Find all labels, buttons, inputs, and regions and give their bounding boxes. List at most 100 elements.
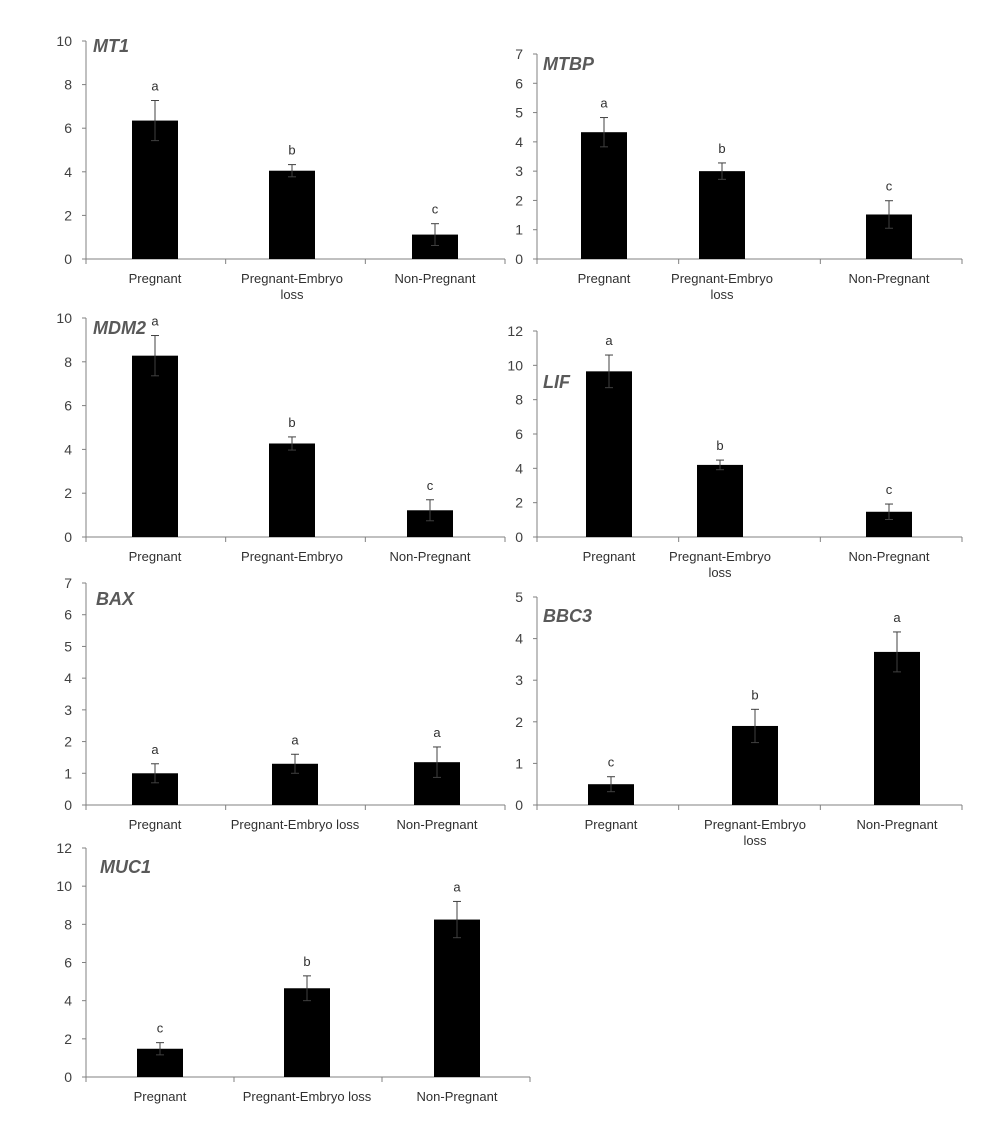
y-tick-label: 1 (515, 222, 523, 238)
category-label: Pregnant (578, 271, 631, 286)
y-tick-label: 4 (64, 441, 72, 457)
y-tick-label: 0 (64, 529, 72, 545)
significance-letter: a (605, 333, 613, 348)
category-label: Pregnant (129, 271, 182, 286)
category-label: Pregnant-Embryo loss (241, 271, 343, 302)
y-tick-label: 2 (64, 485, 72, 501)
bar (284, 988, 330, 1077)
chart-panel-mtbp: 0 1 2 3 4 5 6 7 a Pregnant b Pregnant-Embryo loss c No… (515, 46, 963, 302)
category-label: Non-Pregnant (395, 271, 476, 286)
significance-letter: a (151, 314, 159, 329)
significance-letter: b (716, 438, 723, 453)
y-tick-label: 8 (64, 77, 72, 93)
chart-panel-mdm2: 0 2 4 6 8 10 a Pregnant b Pregnant-Embryo c Non-Pre… (56, 310, 506, 564)
bar (269, 170, 315, 259)
y-tick-label: 6 (515, 75, 523, 91)
bar (586, 371, 632, 537)
chart-panel-bax: 0 1 2 3 4 5 6 7 a Pregnant a Pregnant-Embryo loss a N… (64, 575, 506, 832)
y-tick-label: 5 (515, 589, 523, 605)
chart-panel-bbc3: 0 1 2 3 4 5 c Pregnant b Pregnant-Embryo loss a Non-… (515, 589, 963, 848)
y-tick-label: 10 (507, 357, 523, 373)
y-tick-label: 4 (64, 670, 72, 686)
y-tick-label: 8 (64, 354, 72, 370)
bar (269, 443, 315, 537)
category-label: Non-Pregnant (857, 817, 938, 832)
bar (581, 132, 627, 259)
category-label: Non-Pregnant (417, 1089, 498, 1104)
y-tick-label: 3 (515, 163, 523, 179)
bar (699, 171, 745, 259)
y-tick-label: 0 (64, 797, 72, 813)
y-tick-label: 1 (64, 765, 72, 781)
y-tick-label: 4 (515, 460, 523, 476)
bar (132, 120, 178, 259)
chart-title: LIF (543, 372, 571, 392)
y-tick-label: 6 (64, 120, 72, 136)
significance-letter: b (303, 954, 310, 969)
significance-letter: a (151, 79, 159, 94)
category-label: Pregnant (129, 549, 182, 564)
y-tick-label: 7 (515, 46, 523, 62)
category-label: Pregnant-Embryo loss (669, 549, 771, 580)
chart-title: MTBP (543, 54, 595, 74)
category-label: Pregnant-Embryo loss (243, 1089, 372, 1104)
significance-letter: b (751, 687, 758, 702)
y-tick-label: 0 (515, 529, 523, 545)
y-tick-label: 8 (515, 392, 523, 408)
chart-title: BBC3 (543, 606, 592, 626)
y-tick-label: 7 (64, 575, 72, 591)
y-tick-label: 2 (515, 192, 523, 208)
y-tick-label: 4 (515, 631, 523, 647)
y-tick-label: 12 (507, 323, 523, 339)
significance-letter: a (151, 742, 159, 757)
y-tick-label: 3 (515, 672, 523, 688)
significance-letter: c (886, 179, 893, 194)
category-label: Pregnant (583, 549, 636, 564)
y-tick-label: 1 (515, 755, 523, 771)
y-tick-label: 6 (515, 426, 523, 442)
significance-letter: a (600, 96, 608, 111)
significance-letter: c (886, 482, 893, 497)
significance-letter: b (288, 143, 295, 158)
category-label: Pregnant-Embryo (241, 549, 343, 564)
y-tick-label: 6 (64, 955, 72, 971)
y-tick-label: 6 (64, 398, 72, 414)
chart-panel-lif: 0 2 4 6 8 10 12 a Pregnant b Pregnant-Embryo loss c N… (507, 323, 963, 580)
chart-title: MDM2 (93, 318, 146, 338)
y-tick-label: 8 (64, 916, 72, 932)
chart-panel-mt1: 0 2 4 6 8 10 a Pregnant b Pregnant-Embryo loss c Non… (56, 33, 506, 302)
significance-letter: c (608, 755, 615, 770)
y-tick-label: 10 (56, 33, 72, 49)
bar (132, 355, 178, 537)
y-tick-label: 5 (515, 105, 523, 121)
y-tick-label: 2 (64, 1031, 72, 1047)
y-tick-label: 4 (515, 134, 523, 150)
y-tick-label: 0 (64, 251, 72, 267)
y-tick-label: 2 (515, 714, 523, 730)
bar (874, 651, 920, 805)
y-tick-label: 2 (64, 734, 72, 750)
category-label: Pregnant (134, 1089, 187, 1104)
y-tick-label: 3 (64, 702, 72, 718)
significance-letter: c (432, 202, 439, 217)
significance-letter: b (718, 141, 725, 156)
chart-title: BAX (96, 589, 135, 609)
significance-letter: a (453, 879, 461, 894)
bar (588, 784, 634, 805)
y-tick-label: 2 (515, 495, 523, 511)
y-tick-label: 4 (64, 164, 72, 180)
y-tick-label: 2 (64, 207, 72, 223)
y-tick-label: 4 (64, 993, 72, 1009)
chart-title: MT1 (93, 36, 129, 56)
category-label: Non-Pregnant (849, 549, 930, 564)
y-tick-label: 0 (515, 797, 523, 813)
chart-title: MUC1 (100, 857, 151, 877)
chart-panel-muc1: 0 2 4 6 8 10 12 c Pregnant b Pregnant-Embryo loss a… (56, 840, 531, 1104)
y-tick-label: 12 (56, 840, 72, 856)
category-label: Non-Pregnant (397, 817, 478, 832)
category-label: Pregnant-Embryo loss (671, 271, 773, 302)
category-label: Pregnant (129, 817, 182, 832)
bar (697, 464, 743, 537)
significance-letter: a (893, 610, 901, 625)
